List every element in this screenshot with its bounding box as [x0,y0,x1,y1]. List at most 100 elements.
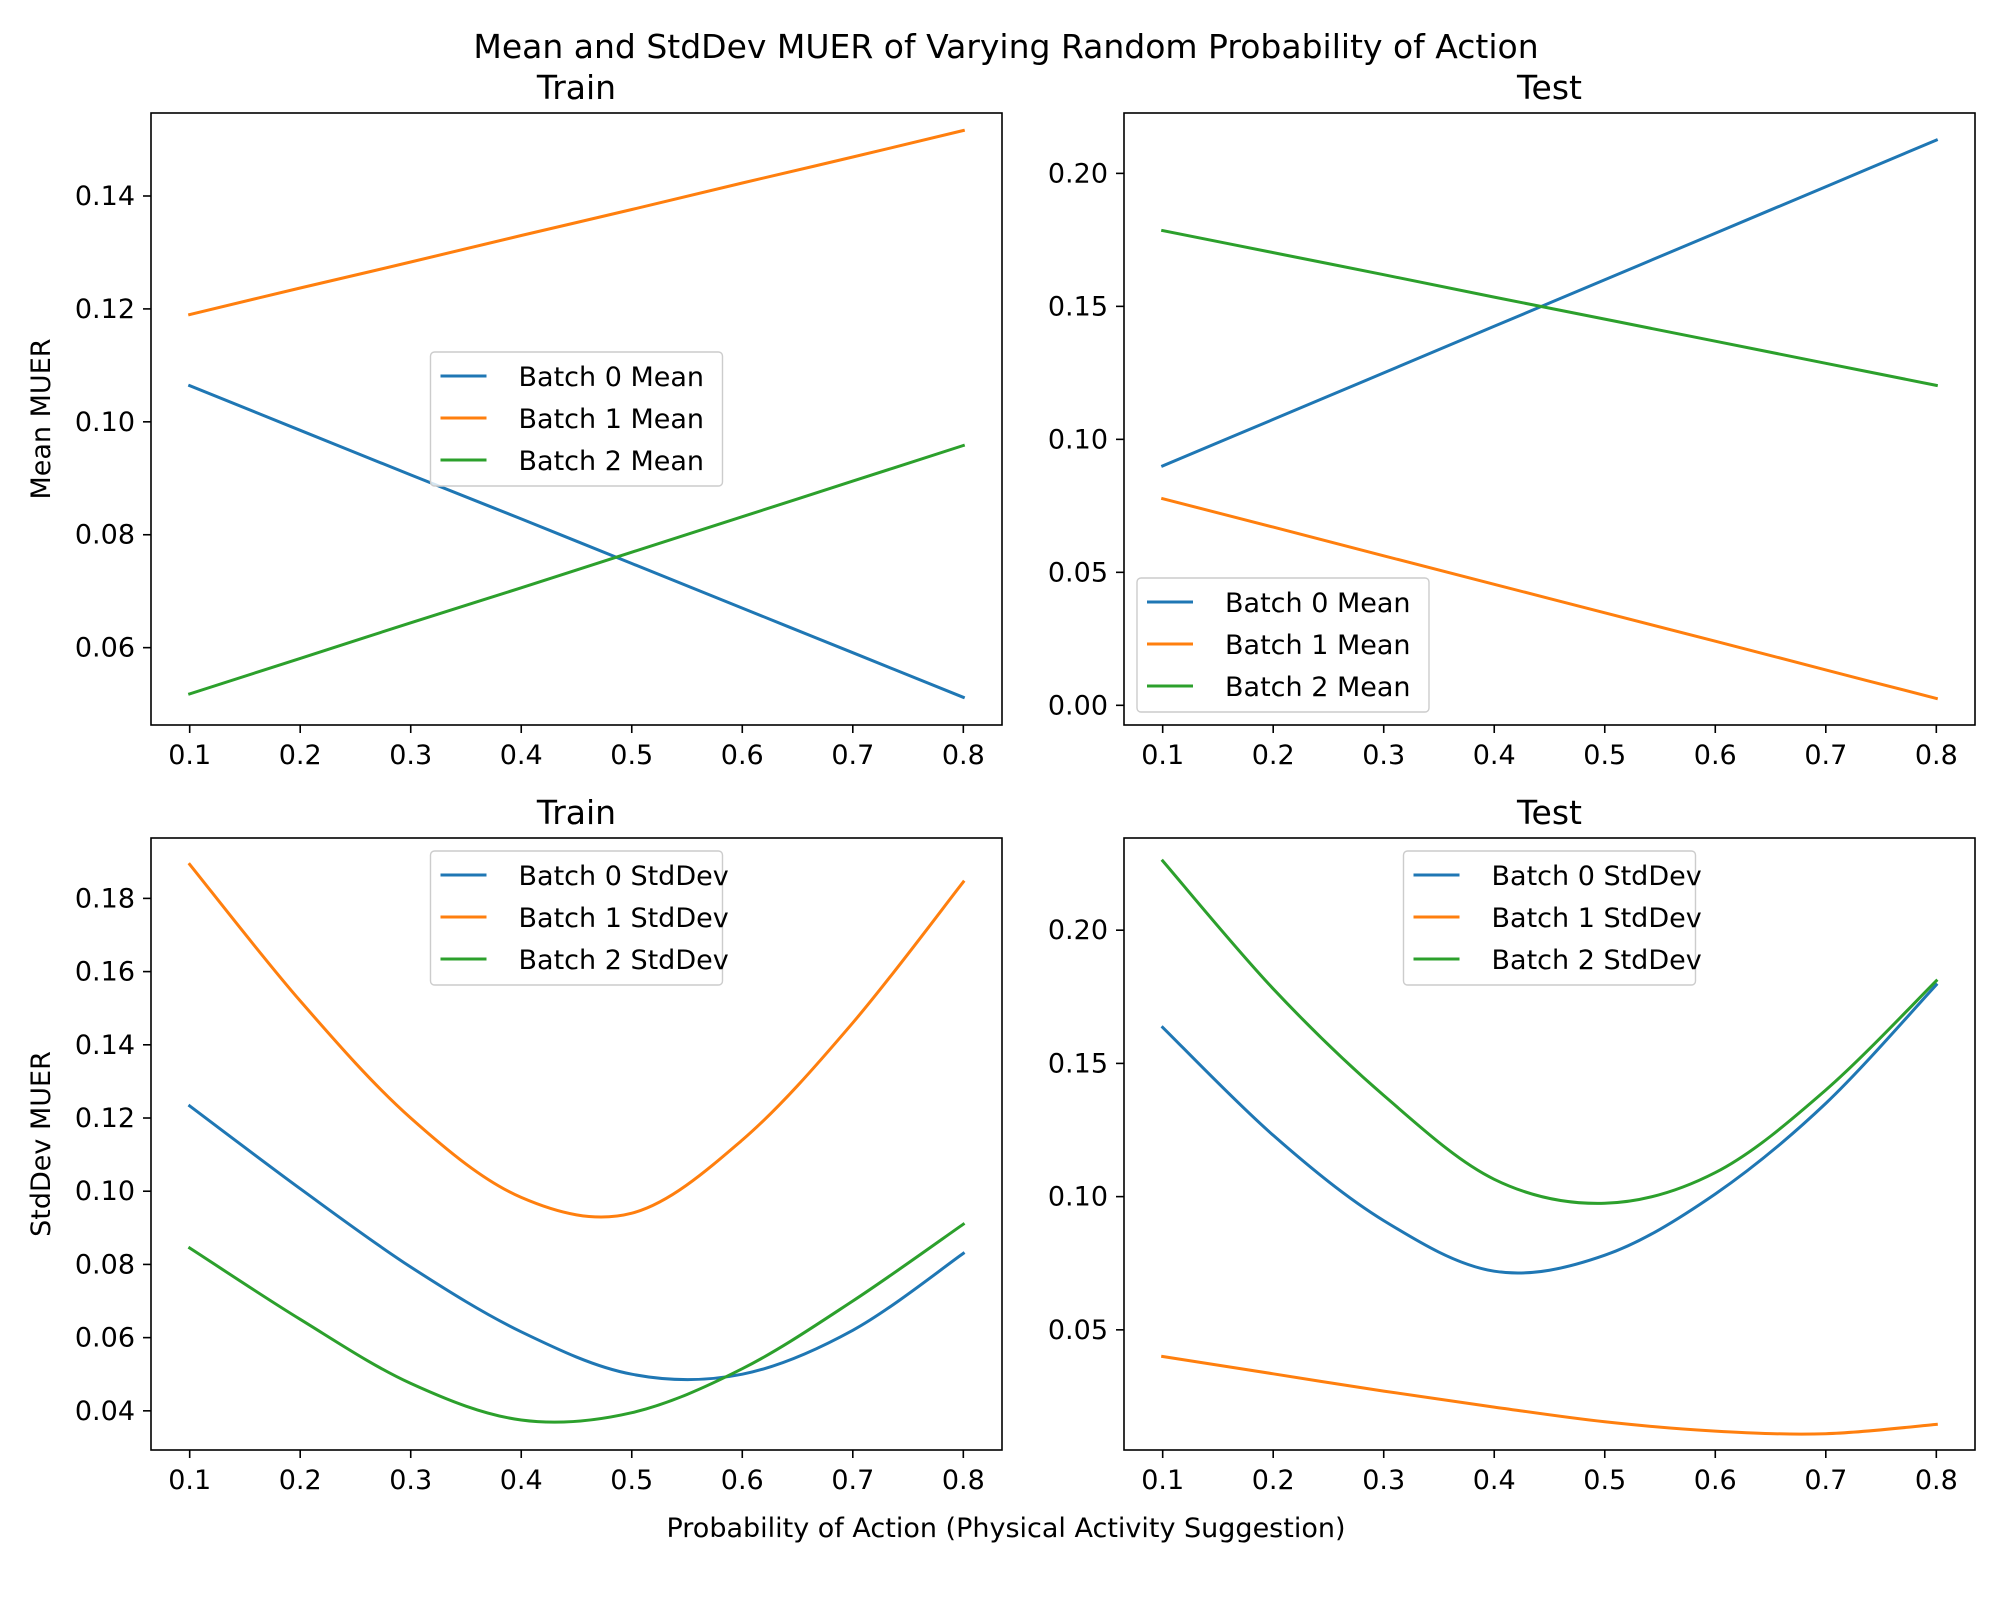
y-axis-label: Mean MUER [26,338,57,499]
x-tick-label: 0.8 [942,1465,985,1496]
x-tick-label: 0.7 [831,1465,874,1496]
y-tick-label: 0.16 [75,957,135,988]
y-tick-label: 0.10 [75,1176,135,1207]
axes-frame [150,112,1003,726]
axes-frame [1123,837,1976,1451]
y-tick-label: 0.06 [75,1323,135,1354]
y-tick-label: 0.04 [75,1396,135,1427]
x-tick-label: 0.6 [721,1465,764,1496]
y-tick-label: 0.10 [75,407,135,438]
x-tick-label: 0.5 [610,1465,653,1496]
legend-label-batch-1: Batch 1 StdDev [519,903,729,934]
x-tick-label: 0.4 [500,740,543,771]
x-tick-label: 0.1 [168,740,211,771]
legend-label-batch-0: Batch 0 Mean [519,362,705,393]
y-tick-label: 0.15 [1048,1048,1108,1079]
subplot-3: Train StdDev MUER 0.1 0.2 0.3 0.4 0.5 0.6 0.7 0.8… [26,793,1003,1496]
x-tick-label: 0.3 [389,740,432,771]
x-tick-label: 0.8 [1915,740,1958,771]
y-tick-label: 0.18 [75,883,135,914]
y-tick-label: 0.00 [1048,690,1108,721]
y-tick-label: 0.10 [1048,424,1108,455]
series-lines [187,862,966,1424]
subplot-4: Test 0.1 0.2 0.3 0.4 0.5 0.6 0.7 0.8 0.05 0.10 0.15… [1048,793,1976,1496]
series-lines [1160,138,1939,701]
x-tick-label: 0.2 [279,740,322,771]
series-line-batch-1 [1160,1354,1938,1436]
legend-box [1402,850,1697,986]
legend-label-batch-0: Batch 0 StdDev [1492,861,1702,892]
x-tick-label: 0.2 [1252,1465,1295,1496]
y-tick-label: 0.20 [1048,158,1108,189]
legend-label-batch-1: Batch 1 Mean [519,404,705,435]
y-tick-label: 0.15 [1048,291,1108,322]
legend-label-batch-2: Batch 2 Mean [519,446,705,477]
y-tick-label: 0.10 [1048,1182,1108,1213]
series-line-batch-1 [187,862,966,1219]
x-tick-label: 0.5 [1583,1465,1626,1496]
y-tick-label: 0.12 [75,1103,135,1134]
subplot-1: Train Mean MUER 0.1 0.2 0.3 0.4 0.5 0.6 0.7 0.8 0.… [26,68,1003,771]
y-tick-label: 0.14 [75,181,135,212]
legend: Batch 0 Mean Batch 1 Mean Batch 2 Mean [1136,577,1430,713]
x-tick-label: 0.1 [1141,740,1184,771]
series-line-batch-1 [1160,496,1939,701]
subplot-title: Test [1516,68,1582,107]
y-tick-label: 0.12 [75,294,135,325]
x-tick-label: 0.8 [942,740,985,771]
series-line-batch-0 [1160,138,1939,468]
y-tick-label: 0.08 [75,520,135,551]
x-tick-label: 0.8 [1915,1465,1958,1496]
legend-label-batch-1: Batch 1 StdDev [1492,903,1702,934]
series-line-batch-2 [1160,228,1939,388]
subplot-title: Train [536,793,616,832]
series-line-batch-2 [1160,858,1939,1205]
x-tick-label: 0.4 [500,1465,543,1496]
subplots: Train Mean MUER 0.1 0.2 0.3 0.4 0.5 0.6 0.7 0.8 0.… [26,68,1976,1496]
x-tick-label: 0.5 [1583,740,1626,771]
x-tick-label: 0.2 [1252,740,1295,771]
legend-label-batch-2: Batch 2 StdDev [519,945,729,976]
legend-label-batch-1: Batch 1 Mean [1225,630,1411,661]
y-tick-label: 0.06 [75,633,135,664]
x-tick-label: 0.5 [610,740,653,771]
series-line-batch-2 [187,1222,966,1424]
shared-x-axis-label: Probability of Action (Physical Activity… [666,1513,1345,1544]
y-tick-label: 0.05 [1048,557,1108,588]
legend-box [429,850,724,986]
series-lines [1160,858,1939,1436]
x-tick-label: 0.3 [1362,740,1405,771]
y-tick-label: 0.20 [1048,915,1108,946]
legend-label-batch-2: Batch 2 StdDev [1492,945,1702,976]
y-tick-label: 0.08 [75,1249,135,1280]
y-tick-label: 0.14 [75,1030,135,1061]
x-tick-label: 0.3 [1362,1465,1405,1496]
x-tick-label: 0.3 [389,1465,432,1496]
x-tick-label: 0.7 [1804,740,1847,771]
legend-box [429,351,724,487]
figure-suptitle: Mean and StdDev MUER of Varying Random P… [473,27,1538,66]
series-line-batch-2 [187,443,966,696]
legend: Batch 0 StdDev Batch 1 StdDev Batch 2 StdD… [1402,850,1702,986]
legend: Batch 0 StdDev Batch 1 StdDev Batch 2 StdD… [429,850,729,986]
subplot-title: Train [536,68,616,107]
x-tick-label: 0.4 [1473,740,1516,771]
y-tick-label: 0.05 [1048,1315,1108,1346]
series-lines [187,128,966,700]
x-tick-label: 0.7 [1804,1465,1847,1496]
y-axis-label: StdDev MUER [26,1051,57,1237]
axes-frame [150,837,1003,1451]
subplot-title: Test [1516,793,1582,832]
subplot-2: Test 0.1 0.2 0.3 0.4 0.5 0.6 0.7 0.8 0.00 0.05 0.10… [1048,68,1976,771]
series-line-batch-0 [187,1103,966,1382]
x-tick-label: 0.7 [831,740,874,771]
series-line-batch-0 [1160,982,1939,1275]
axes-frame [1123,112,1976,726]
x-tick-label: 0.1 [168,1465,211,1496]
x-tick-label: 0.6 [721,740,764,771]
x-tick-label: 0.4 [1473,1465,1516,1496]
legend-label-batch-0: Batch 0 Mean [1225,588,1411,619]
legend-label-batch-2: Batch 2 Mean [1225,672,1411,703]
